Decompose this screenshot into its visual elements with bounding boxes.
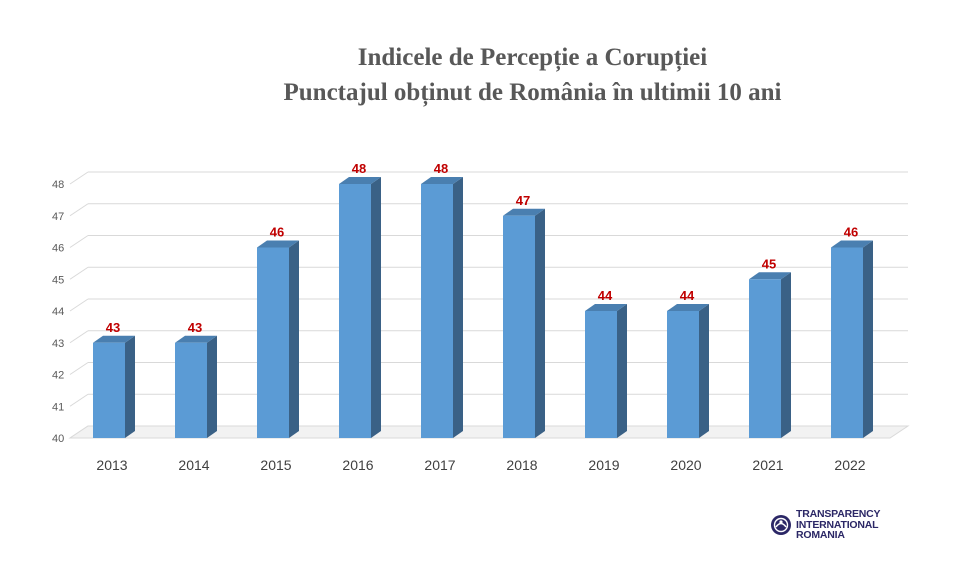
gridline-depth (69, 330, 89, 344)
y-tick-label: 41 (52, 401, 64, 413)
x-tick-label: 2021 (752, 457, 783, 473)
x-tick-label: 2016 (342, 457, 373, 473)
bar (749, 279, 781, 438)
chart-title: Indicele de Percepție a Corupției Puncta… (0, 40, 966, 110)
bar (667, 311, 699, 438)
bar-side (125, 335, 135, 438)
bar (339, 184, 371, 438)
y-tick-label: 42 (52, 370, 64, 382)
logo-line-3: ROMANIA (796, 529, 845, 542)
y-tick-label: 44 (52, 306, 64, 318)
chart-title-line-2: Punctajul obținut de România în ultimii … (283, 79, 782, 106)
bar (585, 311, 617, 438)
gridline-depth (69, 298, 89, 312)
transparency-international-logo: TRANSPARENCY INTERNATIONAL ROMANIA (770, 508, 881, 542)
bar-top (339, 177, 381, 184)
y-tick-label: 40 (52, 433, 64, 445)
bar-top (749, 272, 791, 280)
x-tick-label: 2013 (96, 457, 127, 473)
gridline-depth (69, 393, 89, 407)
bar (175, 342, 207, 438)
data-label: 48 (434, 161, 448, 176)
bar-side (863, 240, 873, 438)
data-label: 46 (270, 225, 284, 240)
x-tick-label: 2019 (588, 457, 619, 473)
bar (831, 247, 863, 438)
y-tick-label: 46 (52, 243, 64, 255)
bar-side (453, 177, 463, 438)
bar-top (503, 208, 545, 216)
bar-top (257, 240, 299, 248)
y-tick-label: 43 (52, 338, 64, 350)
data-label: 44 (680, 288, 695, 303)
gridline-depth (69, 171, 89, 185)
x-tick-label: 2015 (260, 457, 291, 473)
bar-top (93, 335, 135, 343)
data-label: 48 (352, 161, 366, 176)
bar-top (175, 335, 217, 343)
x-tick-label: 2017 (424, 457, 455, 473)
gridline-depth (69, 362, 89, 375)
chart-title-line-1: Indicele de Percepție a Corupției (357, 44, 708, 71)
logo-line-2: INTERNATIONAL (796, 518, 879, 531)
bars (93, 177, 873, 438)
gridline-depth (69, 235, 89, 248)
data-label: 46 (844, 225, 858, 240)
bar (503, 215, 535, 438)
data-label: 47 (516, 193, 530, 208)
bar (257, 247, 289, 438)
bar-side (289, 240, 299, 438)
x-tick-label: 2022 (834, 457, 865, 473)
x-tick-label: 2014 (178, 457, 209, 473)
data-label: 44 (598, 288, 613, 303)
bar-side (781, 272, 791, 438)
y-tick-label: 47 (52, 211, 64, 223)
bar-top (831, 240, 873, 248)
bar-top (585, 304, 627, 311)
bar-side (371, 177, 381, 438)
y-tick-label: 48 (52, 179, 64, 191)
logo-text: TRANSPARENCY INTERNATIONAL ROMANIA (796, 508, 881, 542)
bar (421, 184, 453, 438)
bar-top (667, 304, 709, 311)
labels: 40 41 42 43 44 45 46 47 48 43 2013 43 2014 46 2015 48 20… (52, 161, 866, 473)
bar-top (421, 177, 463, 184)
data-label: 43 (188, 320, 202, 335)
bar-side (535, 208, 545, 438)
logo-line-1: TRANSPARENCY (796, 508, 881, 521)
data-label: 45 (762, 256, 776, 271)
gridline-depth (69, 203, 89, 217)
y-tick-label: 45 (52, 274, 64, 286)
bar-side (617, 304, 627, 438)
data-label: 43 (106, 320, 120, 335)
x-tick-label: 2018 (506, 457, 537, 473)
gridline-depth (69, 266, 89, 280)
bar-side (207, 335, 217, 438)
globe-logo-icon (771, 515, 791, 535)
bar (93, 342, 125, 438)
bar-side (699, 304, 709, 438)
x-tick-label: 2020 (670, 457, 701, 473)
